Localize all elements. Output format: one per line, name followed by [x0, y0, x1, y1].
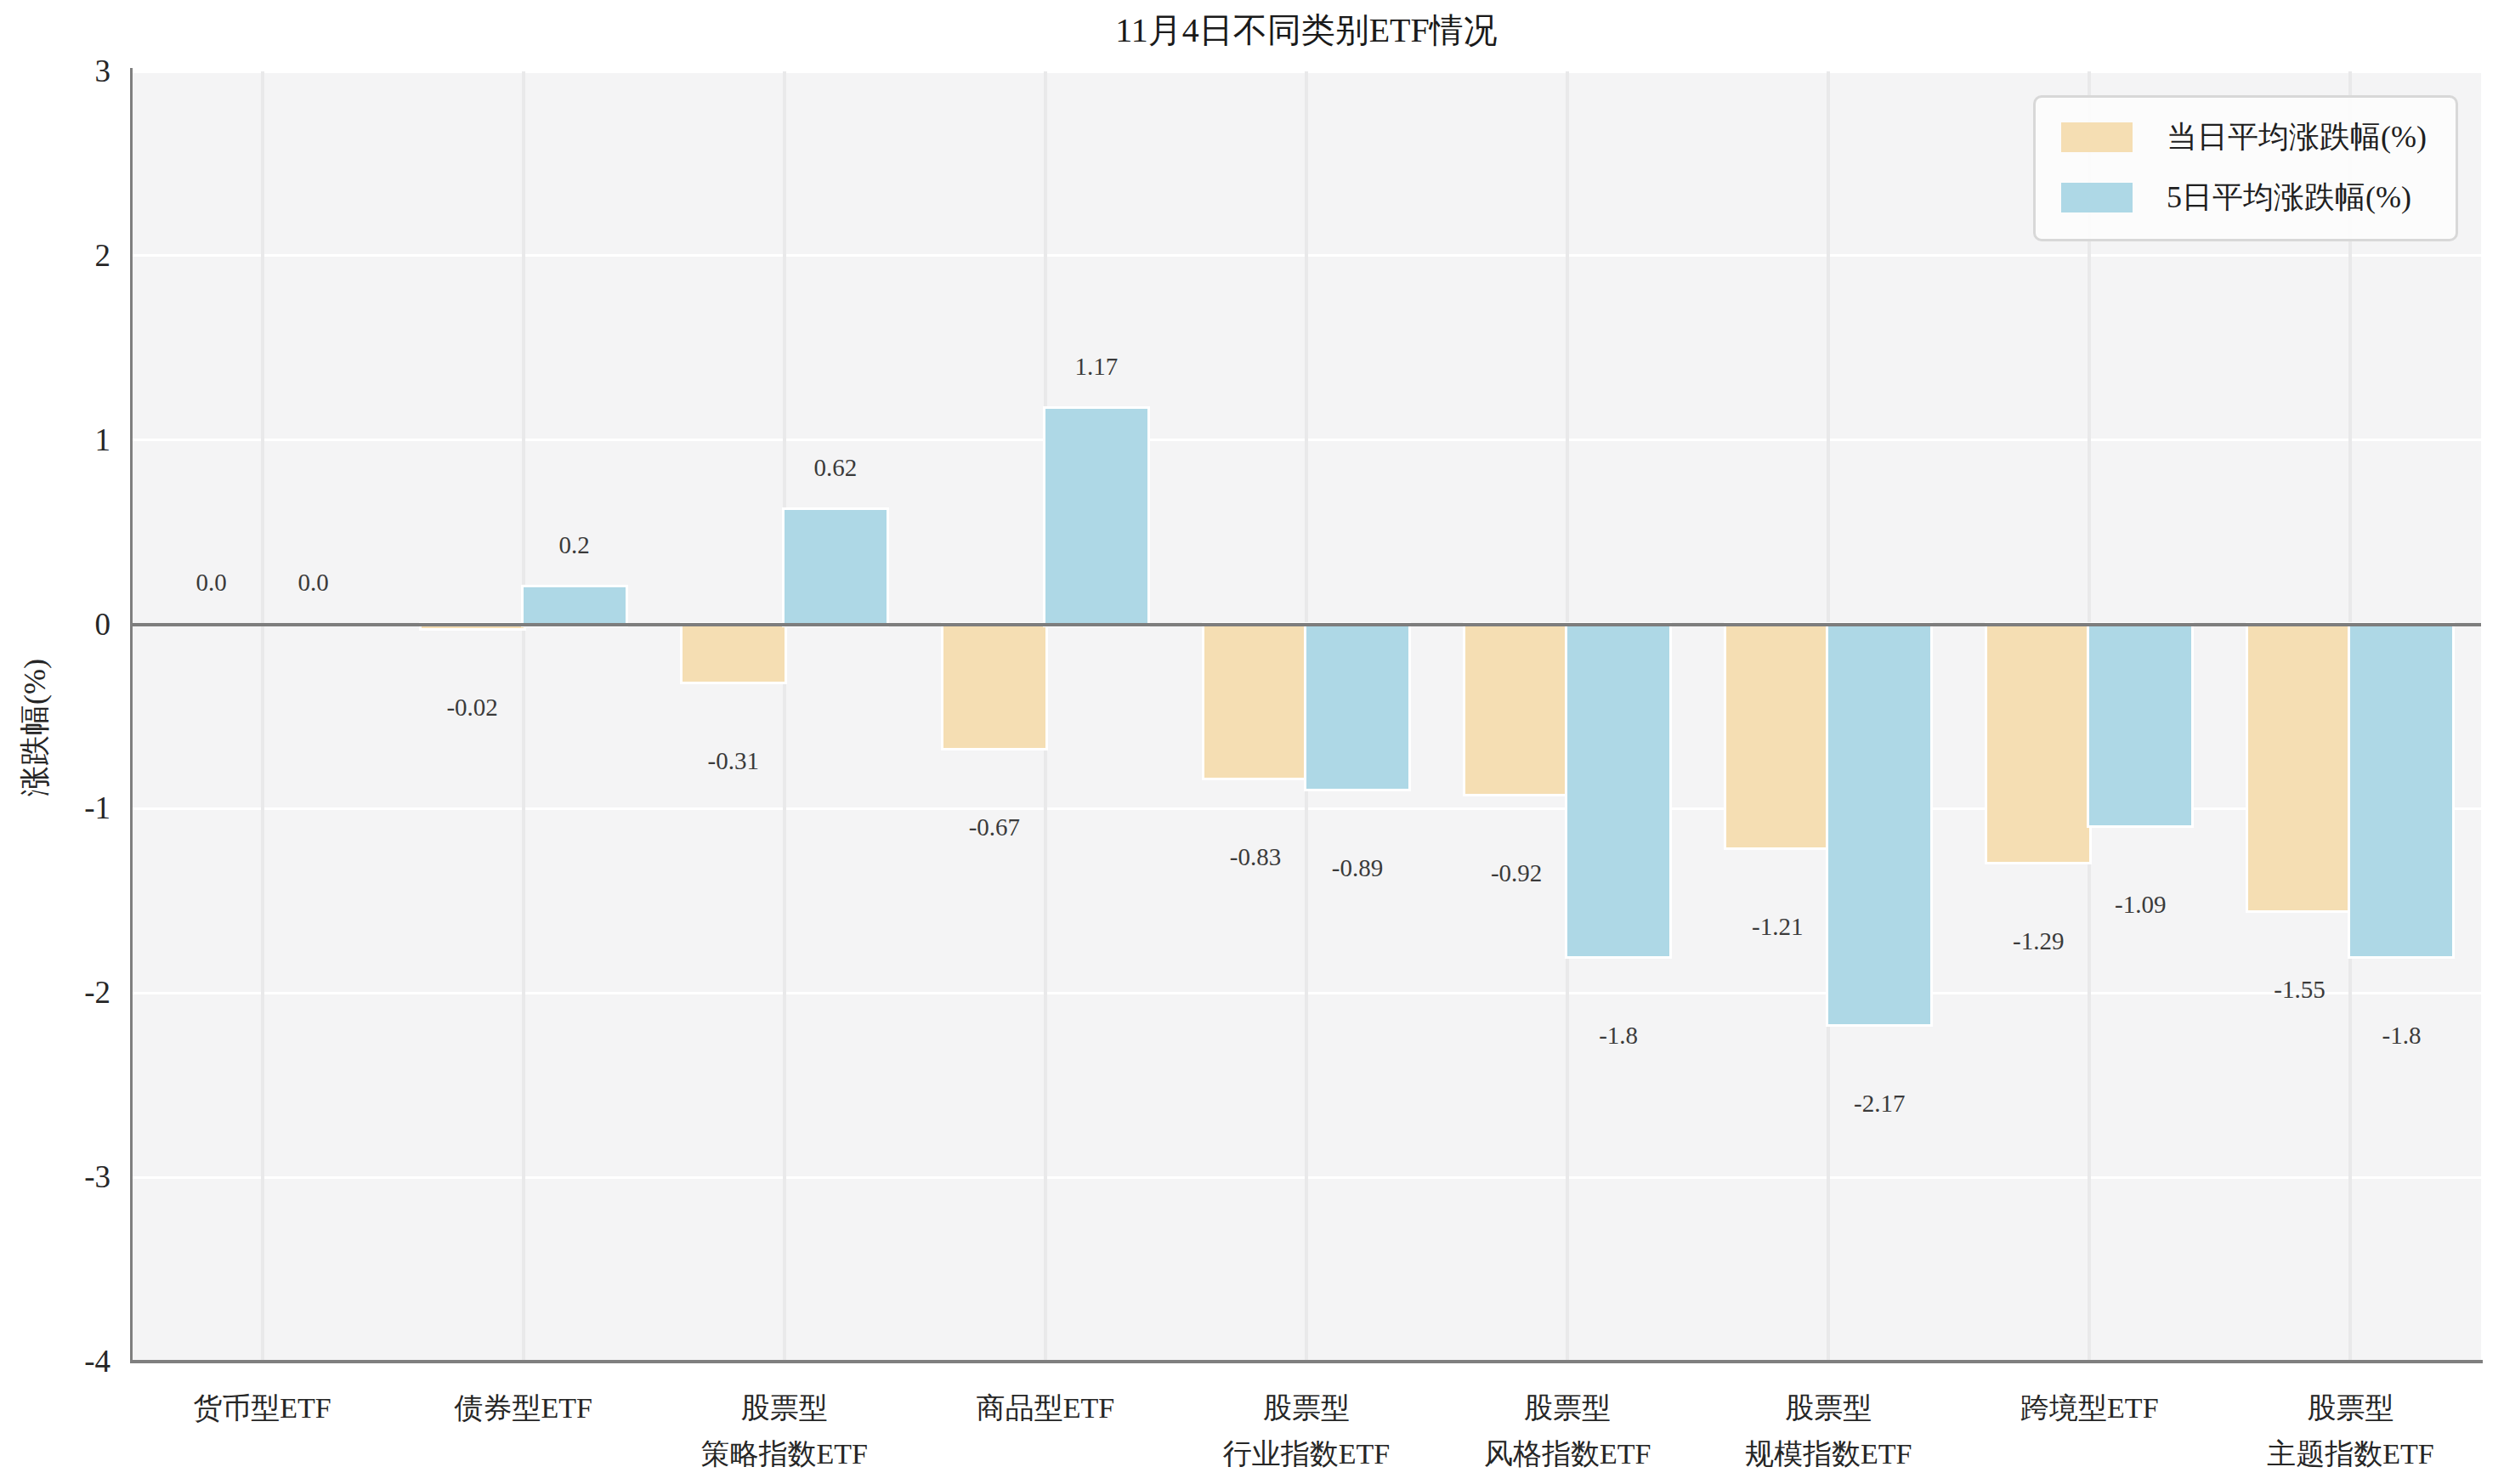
bar-value-label: -0.92 [1423, 858, 1610, 887]
y-tick-label: -1 [8, 791, 110, 825]
bar-value-label: -1.29 [1945, 926, 2132, 955]
bar-value-label: 0.2 [481, 530, 668, 559]
bar-daily [1204, 625, 1306, 778]
bar-5day [2089, 625, 2191, 825]
x-tick-label: 股票型 主题指数ETF [2197, 1385, 2503, 1478]
y-tick-label: 0 [8, 608, 110, 642]
legend-swatch [2061, 122, 2133, 152]
bar-5day [1306, 625, 1408, 789]
bar-daily [683, 625, 785, 682]
x-tick-label: 货币型ETF [110, 1385, 416, 1431]
legend-label: 当日平均涨跌幅(%) [2167, 116, 2427, 158]
bar-value-label: -0.89 [1264, 853, 1451, 882]
legend-label: 5日平均涨跌幅(%) [2167, 177, 2411, 218]
bar-5day [1828, 625, 1930, 1025]
bar-5day [2350, 625, 2452, 956]
bar-value-label: -0.31 [640, 746, 827, 775]
legend-swatch [2061, 183, 2133, 212]
y-tick-label: 2 [8, 239, 110, 273]
chart-title: 11月4日不同类别ETF情况 [132, 7, 2481, 54]
gridline-vertical [783, 71, 786, 1362]
bar-daily [1726, 625, 1828, 847]
x-tick-label: 股票型 规模指数ETF [1675, 1385, 1981, 1478]
bar-5day [524, 587, 626, 624]
y-axis-spine [130, 68, 133, 1363]
y-tick-label: -3 [8, 1160, 110, 1194]
x-tick-label: 债券型ETF [371, 1385, 677, 1431]
bar-5day [1567, 625, 1669, 956]
legend-item: 5日平均涨跌幅(%) [2061, 177, 2427, 218]
bar-daily [1987, 625, 2089, 863]
bar-daily [943, 625, 1045, 748]
x-axis-spine [130, 1360, 2483, 1363]
bar-value-label: -0.02 [379, 693, 566, 722]
x-tick-label: 股票型 风格指数ETF [1414, 1385, 1720, 1478]
y-tick-label: -4 [8, 1345, 110, 1379]
bar-5day [785, 510, 887, 624]
legend-item: 当日平均涨跌幅(%) [2061, 116, 2427, 158]
bar-5day [1045, 409, 1147, 625]
bar-daily [2248, 625, 2350, 910]
bar-daily [1465, 625, 1567, 795]
bar-value-label: -1.21 [1684, 912, 1871, 941]
y-tick-label: 3 [8, 54, 110, 88]
bar-value-label: -1.09 [2047, 890, 2234, 919]
y-tick-label: -2 [8, 976, 110, 1010]
legend: 当日平均涨跌幅(%) 5日平均涨跌幅(%) [2033, 95, 2458, 241]
x-tick-label: 股票型 行业指数ETF [1153, 1385, 1459, 1478]
bar-value-label: 1.17 [1003, 352, 1190, 381]
bar-value-label: -1.55 [2206, 975, 2393, 1004]
bar-value-label: -1.8 [2308, 1021, 2495, 1050]
y-tick-label: 1 [8, 423, 110, 457]
zero-baseline [132, 623, 2481, 626]
bar-value-label: -0.67 [901, 813, 1088, 841]
x-tick-label: 商品型ETF [892, 1385, 1198, 1431]
gridline-vertical [261, 71, 264, 1362]
bar-value-label: 0.62 [742, 453, 929, 482]
bar-value-label: -1.8 [1525, 1021, 1712, 1050]
x-tick-label: 跨境型ETF [1936, 1385, 2242, 1431]
etf-bar-chart-figure: 11月4日不同类别ETF情况 涨跌幅(%) 当日平均涨跌幅(%)5日平均涨跌幅(… [0, 0, 2504, 1484]
x-tick-label: 股票型 策略指数ETF [632, 1385, 938, 1478]
bar-value-label: 0.0 [220, 568, 407, 597]
bar-value-label: -2.17 [1786, 1089, 1973, 1118]
